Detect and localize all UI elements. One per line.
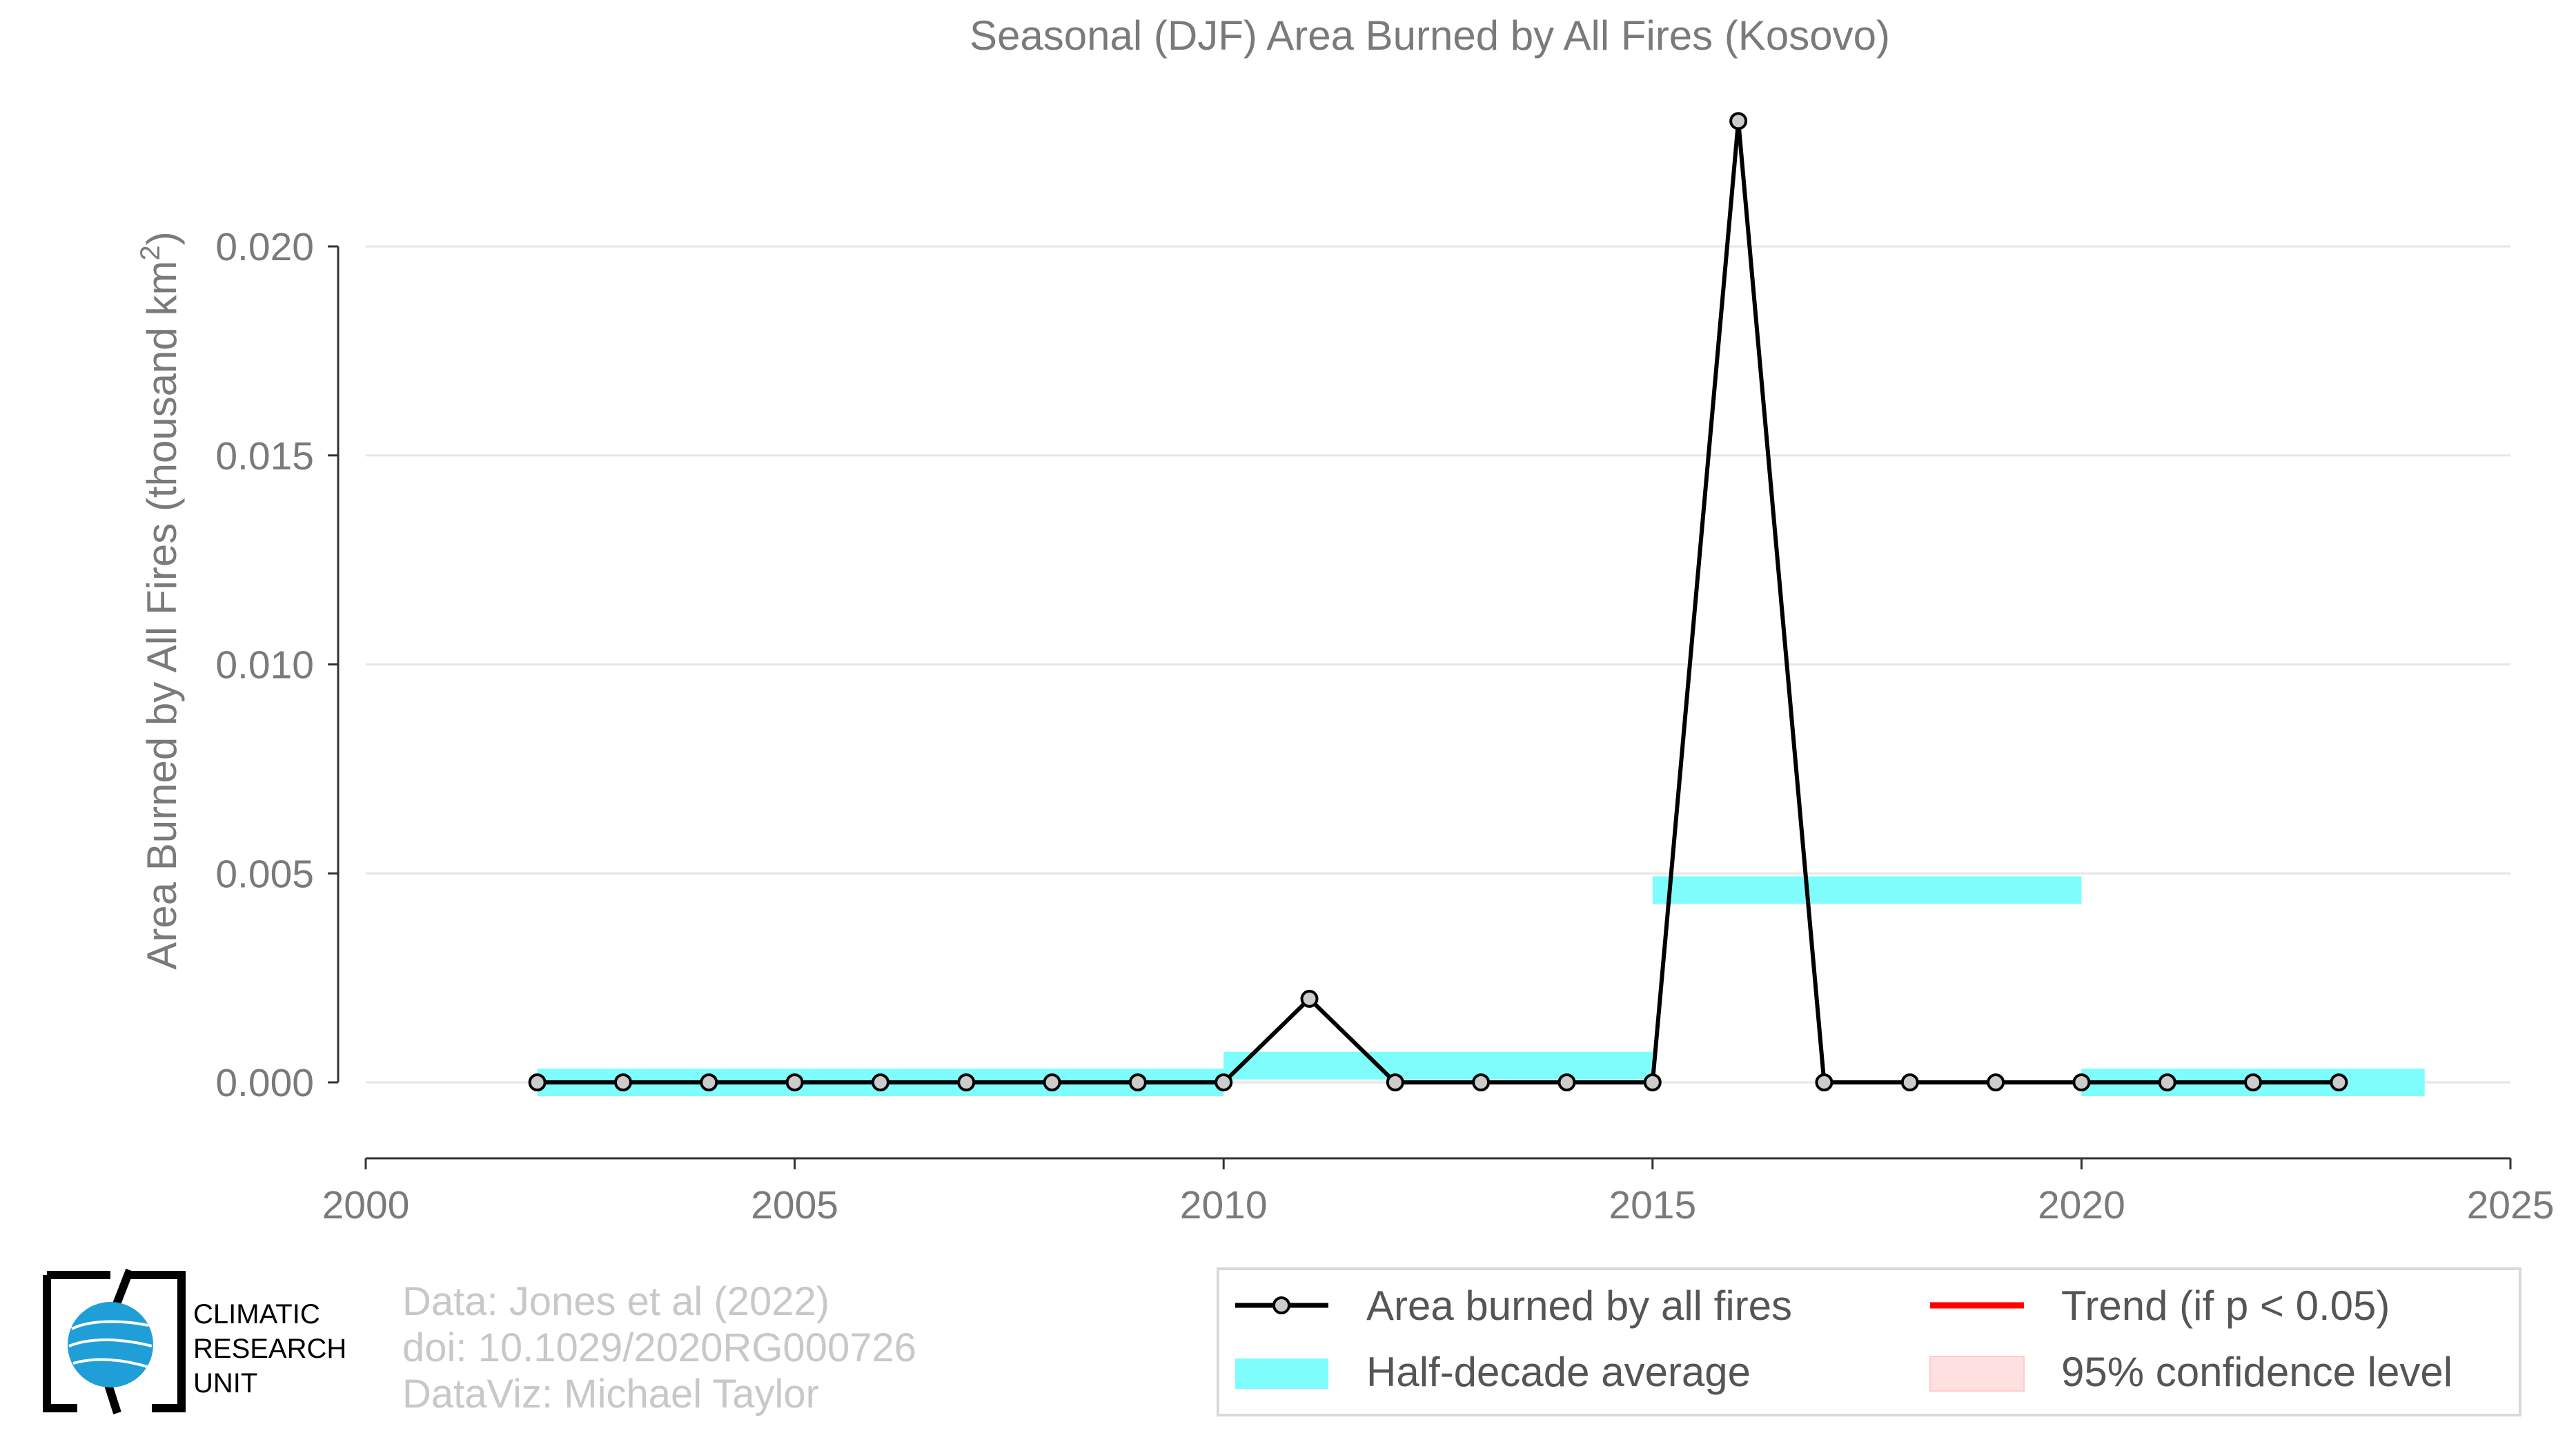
y-tick-label: 0.010	[215, 643, 314, 688]
x-tick-label: 2010	[1180, 1183, 1268, 1227]
credit-data-source: Data: Jones et al (2022)	[402, 1279, 829, 1324]
data-point	[700, 1073, 718, 1091]
data-point	[1900, 1073, 1919, 1091]
logo-text-line3: UNIT	[193, 1368, 257, 1399]
data-point	[1557, 1073, 1576, 1091]
data-point	[1472, 1073, 1491, 1091]
x-tick-label: 2000	[322, 1183, 410, 1227]
axes	[328, 245, 2512, 1169]
legend-label-half-decade: Half-decade average	[1366, 1349, 1751, 1395]
y-tick-label: 0.015	[215, 434, 314, 478]
x-tick-label: 2025	[2467, 1183, 2555, 1227]
logo-frame	[43, 1271, 186, 1412]
data-point	[528, 1073, 547, 1091]
legend-box	[1217, 1267, 2521, 1416]
x-tick-label: 2005	[751, 1183, 838, 1227]
data-point	[1815, 1073, 1833, 1091]
legend-swatch-confidence	[1929, 1356, 2025, 1392]
y-tick-label: 0.005	[215, 852, 314, 896]
y-tick-label: 0.000	[215, 1061, 314, 1105]
cru-logo: CLIMATIC RESEARCH UNIT	[43, 1268, 346, 1414]
data-point	[2244, 1073, 2263, 1091]
data-point	[785, 1073, 804, 1091]
legend-label-area-burned: Area burned by all fires	[1366, 1283, 1792, 1329]
x-tick-label: 2015	[1609, 1183, 1696, 1227]
y-axis-label-sup: 2	[135, 245, 166, 260]
grid-lines	[366, 245, 2510, 1084]
half-decade-band-1	[1223, 1051, 1653, 1080]
series-line-layer	[537, 119, 2339, 1084]
data-point	[2330, 1073, 2348, 1091]
data-point	[1300, 989, 1319, 1008]
data-point	[1729, 112, 1748, 130]
tick-labels: 0.000 0.005 0.010 0.015 0.020 2000 2005 2010 201…	[215, 225, 2554, 1227]
chart-title: Seasonal (DJF) Area Burned by All Fires …	[970, 12, 1890, 59]
y-axis-label-end: )	[139, 231, 185, 245]
data-point	[1128, 1073, 1147, 1091]
x-tick-label: 2020	[2038, 1183, 2125, 1227]
data-point	[1643, 1073, 1662, 1091]
series-line-0	[537, 119, 2339, 1084]
globe-lines	[68, 1320, 153, 1368]
legend-label-confidence: 95% confidence level	[2061, 1349, 2452, 1395]
series-points	[528, 112, 2348, 1091]
legend-label-trend: Trend (if p < 0.05)	[2061, 1283, 2390, 1329]
data-point	[1386, 1073, 1404, 1091]
data-point	[1215, 1073, 1233, 1091]
data-point	[2072, 1073, 2091, 1091]
logo-text-line1: CLIMATIC	[193, 1299, 320, 1330]
data-point	[871, 1073, 889, 1091]
y-axis-label: Area Burned by All Fires (thousand km2)	[135, 231, 185, 969]
data-point	[2158, 1073, 2176, 1091]
logo-text-line2: RESEARCH	[193, 1334, 346, 1364]
credit-dataviz: DataViz: Michael Taylor	[402, 1372, 819, 1416]
half-decade-bands	[537, 876, 2425, 1096]
credit-doi: doi: 10.1029/2020RG000726	[402, 1325, 916, 1370]
data-point	[1987, 1073, 2005, 1091]
legend-swatch-marker	[1272, 1296, 1290, 1314]
y-axis-label-main: Area Burned by All Fires (thousand km	[139, 261, 185, 970]
data-point	[613, 1073, 632, 1091]
legend-swatch-half-decade	[1235, 1359, 1328, 1389]
y-tick-label: 0.020	[215, 225, 314, 269]
data-point	[957, 1073, 976, 1091]
half-decade-band-2	[1652, 876, 2082, 904]
legend: Area burned by all fires Trend (if p < 0…	[1217, 1267, 2521, 1416]
data-point	[1043, 1073, 1061, 1091]
